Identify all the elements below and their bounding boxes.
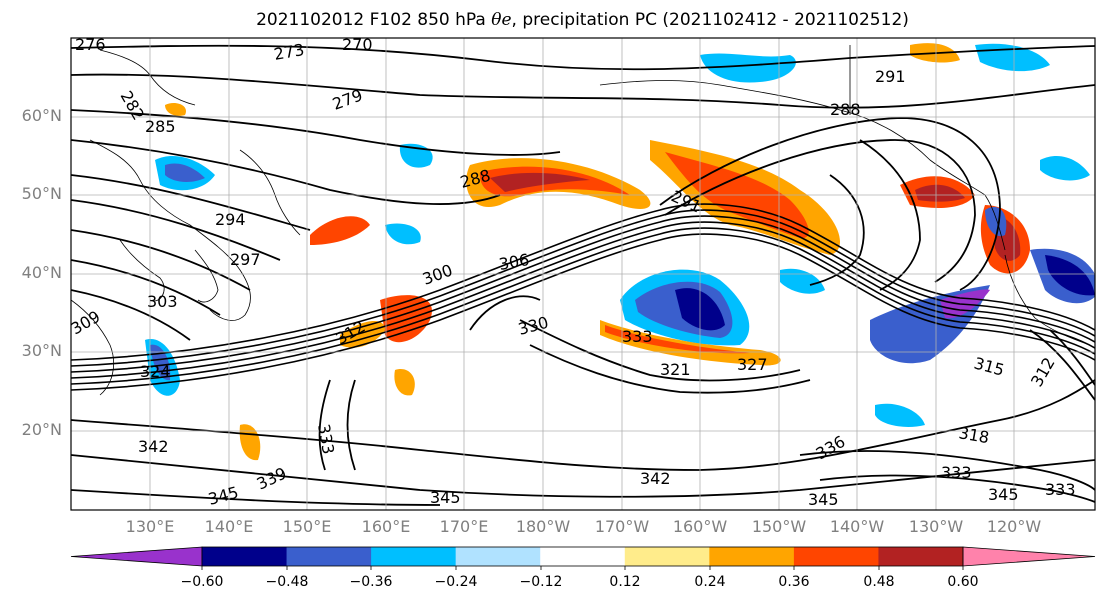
colorbar-label: −0.24 [434,574,478,590]
theta-e-contours [71,44,1095,506]
lon-tick-170e: 170°E [439,517,489,536]
colorbar-outline [201,546,964,567]
lon-tick-120w: 120°W [986,517,1042,536]
contour-label: 327 [737,355,768,374]
map-frame [70,37,1096,511]
contour-label: 270 [342,35,373,54]
colorbar-label: 0.48 [863,574,895,590]
colorbar-label: 0.24 [694,574,726,590]
contour-label: 342 [640,469,671,488]
colorbar-label: −0.12 [519,574,563,590]
colorbar-extend-high [962,546,1096,567]
colorbar-label: 0.12 [609,574,641,590]
contour-label: 294 [215,210,246,229]
contour-label: 345 [988,485,1019,504]
lat-tick-60n: 60°N [21,106,62,125]
lat-tick-50n: 50°N [21,184,62,203]
gridlines [71,38,1095,510]
colorbar-label: −0.60 [180,574,224,590]
colorbar-segment [371,547,457,566]
contour-label: 324 [140,362,171,381]
contour-label: 333 [1045,480,1076,499]
contour-label: 276 [75,35,106,54]
contour-label: 297 [230,250,261,269]
colorbar-ticks [201,566,964,570]
colorbar-segment [286,547,372,566]
lon-tick-160w: 160°W [672,517,728,536]
lon-tick-130e: 130°E [125,517,175,536]
lon-tick-140e: 140°E [204,517,254,536]
colorbar-segment [540,547,626,566]
colorbar-segment [793,547,879,566]
lon-tick-150w: 150°W [751,517,807,536]
contour-label: 333 [941,463,972,482]
colorbar-label: −0.48 [265,574,309,590]
title-suffix: , precipitation PC (2021102412 - 2021102… [511,10,909,30]
lon-tick-180w: 180°W [515,517,571,536]
colorbar-segment [878,547,964,566]
lat-tick-30n: 30°N [21,341,62,360]
map-title: 2021102012 F102 850 hPa θe, precipitatio… [0,10,1105,30]
contour-label: 321 [660,360,691,379]
lon-tick-170w: 170°W [594,517,650,536]
contour-label: 333 [622,327,653,346]
lat-tick-20n: 20°N [21,420,62,439]
colorbar-segments [70,546,1096,567]
contour-label: 291 [875,67,906,86]
contour-label: 345 [430,488,461,507]
colorbar-segment [455,547,541,566]
contour-label: 303 [147,292,178,311]
theta-e-symbol: θe [491,10,512,30]
contour-label: 288 [830,100,861,119]
colorbar-segment [709,547,795,566]
contour-label: 345 [808,490,839,509]
title-prefix: 2021102012 F102 850 hPa [256,10,492,30]
colorbar-segment [624,547,710,566]
lon-tick-160e: 160°E [361,517,411,536]
lat-tick-40n: 40°N [21,263,62,282]
lon-tick-130w: 130°W [908,517,964,536]
lon-tick-150e: 150°E [282,517,332,536]
colorbar-label: 0.36 [778,574,810,590]
lon-tick-140w: 140°W [829,517,885,536]
colorbar-extend-low [70,546,203,567]
colorbar-label: 0.60 [947,574,979,590]
colorbar-segment [202,547,288,566]
contour-label: 342 [138,437,169,456]
contour-label: 285 [145,117,176,136]
colorbar-label: −0.36 [349,574,393,590]
